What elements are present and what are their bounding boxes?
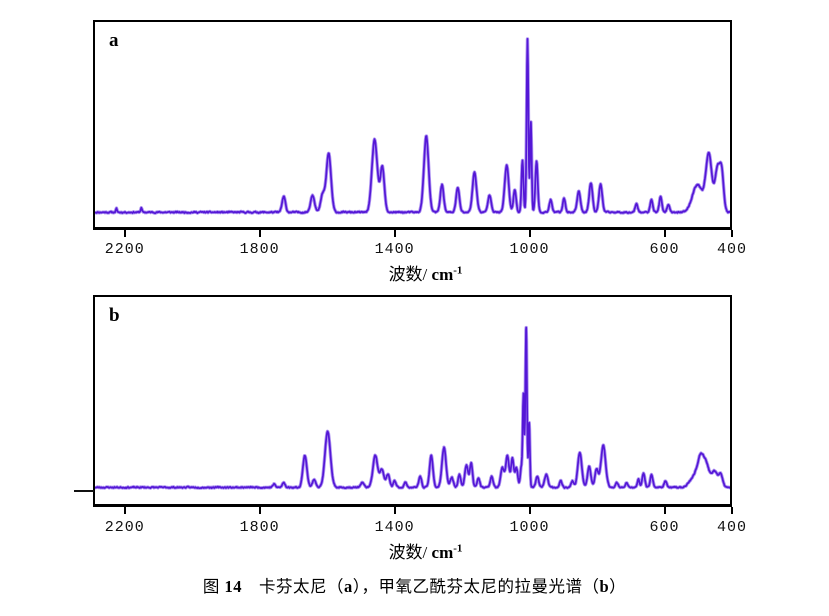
caption-part: b (599, 577, 610, 596)
x-axis-unit: cm (431, 543, 454, 562)
x-axis-unit-exponent: -1 (453, 264, 463, 277)
x-tick-label: 600 (649, 519, 680, 536)
panel-label-a: a (109, 30, 119, 51)
x-axis-title-a: 波数/ cm-1 (93, 260, 732, 285)
x-tick (393, 230, 396, 237)
x-tick (731, 230, 733, 237)
spectrum-polyline (95, 326, 730, 490)
x-tick-label: 1400 (374, 241, 415, 258)
x-axis-title-text: 波数/ (388, 265, 432, 284)
caption-part: 卡芬太尼（ (241, 577, 344, 596)
x-tick (528, 507, 531, 514)
x-tick (528, 230, 531, 237)
figure-caption: 图 14 卡芬太尼（a），甲氧乙酰芬太尼的拉曼光谱（b） (0, 573, 829, 597)
raman-chart-panel-b: b 2200 1800 1400 1000 600 400 波数/ cm-1 (74, 295, 746, 562)
caption-part: ） (609, 577, 627, 596)
x-tick-label: 1800 (239, 241, 280, 258)
spectrum-line-b (95, 325, 730, 490)
x-axis-title-b: 波数/ cm-1 (93, 538, 732, 563)
caption-part: ），甲氧乙酰芬太尼的拉曼光谱（ (352, 577, 600, 596)
spectrum-polyline (95, 37, 730, 215)
x-tick-label: 600 (649, 241, 680, 258)
plot-area-a: a (93, 20, 732, 230)
caption-part: 14 (224, 577, 242, 596)
x-axis-unit-exponent: -1 (453, 542, 463, 555)
x-tick (258, 507, 261, 514)
spectrum-line-a (95, 37, 730, 215)
x-tick-label: 1000 (509, 519, 550, 536)
x-axis-title-text: 波数/ (388, 543, 432, 562)
x-tick (393, 507, 396, 514)
caption-part: 图 (202, 577, 225, 596)
panel-label-b: b (109, 305, 120, 326)
x-tick-label: 1400 (374, 519, 415, 536)
spectrum-polyline (95, 325, 730, 490)
x-tick-label: 400 (716, 241, 747, 258)
x-tick-label: 2200 (104, 241, 145, 258)
x-tick (123, 507, 126, 514)
x-tick (663, 230, 666, 237)
plot-area-b: b (74, 295, 732, 507)
x-tick-label: 1000 (509, 241, 550, 258)
x-tick (663, 507, 666, 514)
spectrum-polyline (95, 38, 730, 215)
x-tick (258, 230, 261, 237)
y-axis-tick-b (74, 490, 94, 492)
x-tick-label: 2200 (104, 519, 145, 536)
x-tick-label: 1800 (239, 519, 280, 536)
x-axis-unit: cm (431, 265, 454, 284)
raman-chart-panel-a: a 2200 1800 1400 1000 600 400 波数/ cm-1 (93, 20, 746, 284)
caption-part: a (343, 577, 353, 596)
x-tick (123, 230, 126, 237)
x-tick-label: 400 (716, 519, 747, 536)
x-tick (731, 507, 733, 514)
